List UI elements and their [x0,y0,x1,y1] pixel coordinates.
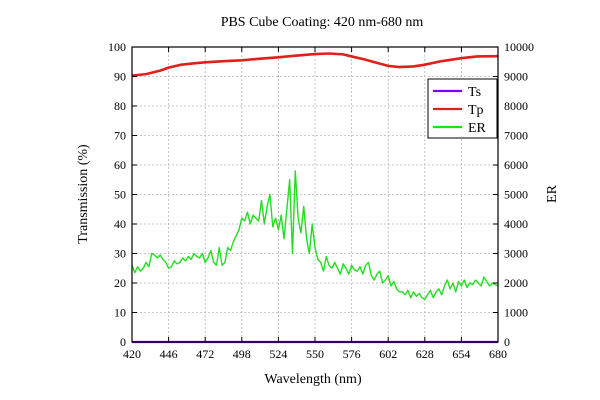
y2-tick-label: 6000 [504,158,528,172]
y2-tick-label: 5000 [504,188,528,202]
y-axis-label: Transmission (%) [76,144,91,244]
y2-tick-label: 1000 [504,306,528,320]
legend-label-er: ER [468,121,487,136]
x-tick-label: 524 [269,347,287,361]
y-tick-label: 0 [120,335,126,349]
x-tick-label: 576 [343,347,361,361]
y-tick-label: 100 [108,40,126,54]
x-tick-label: 420 [123,347,141,361]
y2-tick-label: 3000 [504,247,528,261]
y2-tick-label: 4000 [504,217,528,231]
legend-label-ts: Ts [468,85,481,100]
y2-tick-label: 9000 [504,70,528,84]
y2-tick-label: 7000 [504,129,528,143]
y2-tick-label: 2000 [504,276,528,290]
x-tick-label: 654 [452,347,470,361]
chart-title: PBS Cube Coating: 420 nm-680 nm [221,15,424,30]
x-tick-label: 498 [233,347,251,361]
legend-label-tp: Tp [468,103,484,118]
legend: Ts Tp ER [427,78,498,139]
y-tick-label: 90 [114,70,126,84]
x-axis-label: Wavelength (nm) [264,372,362,387]
y-tick-label: 80 [114,99,126,113]
series-line-tp [131,52,499,77]
x-tick-label: 680 [489,347,507,361]
x-tick-label: 472 [196,347,214,361]
y2-axis-label: ER [545,184,560,203]
y-tick-label: 40 [114,217,126,231]
x-tick-label: 602 [379,347,397,361]
y-tick-label: 20 [114,276,126,290]
y2-tick-label: 10000 [504,40,534,54]
x-tick-label: 446 [160,347,178,361]
y-tick-label: 50 [114,188,126,202]
x-tick-label: 628 [416,347,434,361]
y2-tick-label: 0 [504,335,510,349]
y2-tick-label: 8000 [504,99,528,113]
y-tick-label: 60 [114,158,126,172]
x-tick-label: 550 [306,347,324,361]
y-tick-label: 30 [114,247,126,261]
axes: 420 446 472 498 524 550 576 602 628 654 6800102030… [108,40,534,361]
y-tick-label: 10 [114,306,126,320]
series-line-er [131,170,499,300]
y-tick-label: 70 [114,129,126,143]
